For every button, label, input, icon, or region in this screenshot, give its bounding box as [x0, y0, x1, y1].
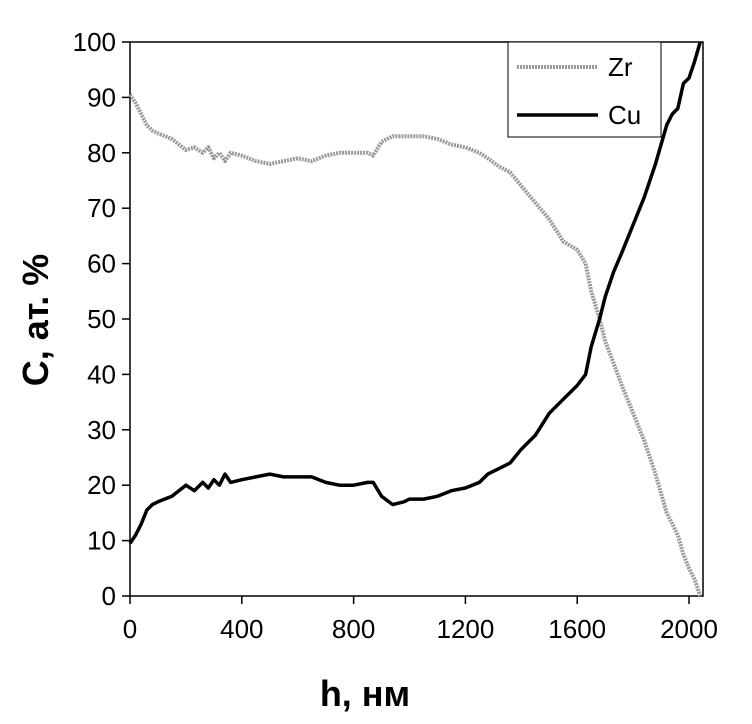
x-axis: 0 400 800 1200 1600 2000: [123, 596, 718, 644]
y-tick-label: 100: [73, 27, 116, 57]
x-axis-title: h, нм: [320, 673, 410, 714]
y-tick-label: 60: [87, 249, 116, 279]
y-tick-label: 10: [87, 526, 116, 556]
x-tick-label: 400: [220, 614, 263, 644]
y-tick-label: 30: [87, 415, 116, 445]
y-axis: 0 10 20 30 40 50 60 70 80 90 100: [73, 27, 130, 611]
x-tick-label: 800: [332, 614, 375, 644]
y-tick-label: 90: [87, 82, 116, 112]
legend-label-zr: Zr: [608, 52, 633, 82]
series-line-zr: [128, 93, 703, 597]
series-line-cu: [128, 41, 702, 545]
x-tick-label: 2000: [660, 614, 718, 644]
y-tick-label: 70: [87, 193, 116, 223]
legend-label-cu: Cu: [608, 100, 641, 130]
legend: Zr Cu: [507, 41, 662, 138]
legend-box: [507, 41, 662, 138]
x-tick-label: 0: [123, 614, 137, 644]
y-tick-label: 20: [87, 470, 116, 500]
x-tick-label: 1200: [436, 614, 494, 644]
y-tick-label: 80: [87, 138, 116, 168]
y-tick-label: 40: [87, 359, 116, 389]
y-axis-title: C, ат. %: [15, 254, 56, 387]
series-layer: [128, 41, 703, 597]
y-tick-label: 50: [87, 304, 116, 334]
x-tick-label: 1600: [548, 614, 606, 644]
y-tick-label: 0: [102, 581, 116, 611]
